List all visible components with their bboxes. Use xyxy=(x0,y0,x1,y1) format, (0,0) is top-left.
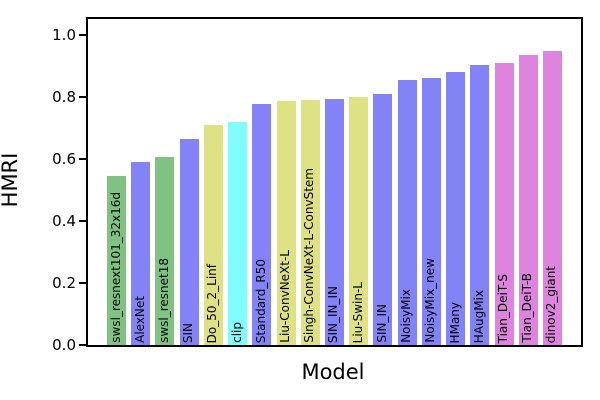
bar xyxy=(252,104,272,345)
bar-label: Liu-Swin-L xyxy=(350,281,365,343)
bar-slot: dinov2_giant xyxy=(542,19,562,345)
bar-slot: Tian_DeiT-S xyxy=(494,19,514,345)
bar-label: HMany xyxy=(447,301,462,343)
y-tick-mark xyxy=(79,219,86,222)
bar-label: dinov2_giant xyxy=(544,265,559,343)
bar xyxy=(542,50,562,345)
bar-slot: swsl_resnext101_32x16d xyxy=(107,19,126,345)
bar-label: SIN_IN_IN xyxy=(326,285,341,343)
bar xyxy=(324,99,344,345)
y-tick-label: 0.2 xyxy=(52,273,76,292)
bar-slot: Liu-ConvNeXt-L xyxy=(276,19,296,345)
bar-slot: Singh-ConvNeXt-L-ConvStem xyxy=(300,19,320,345)
bar xyxy=(131,161,151,345)
y-tick-label: 0.0 xyxy=(52,336,76,354)
bar xyxy=(397,80,417,345)
bar xyxy=(155,157,175,345)
bar-label: HAugMix xyxy=(471,289,486,343)
bar-label: Liu-ConvNeXt-L xyxy=(278,250,293,343)
bar-label: swsl_resnext101_32x16d xyxy=(108,192,123,343)
y-tick-mark xyxy=(79,157,86,160)
y-tick-mark xyxy=(79,344,86,346)
bar xyxy=(494,63,514,345)
y-tick-mark xyxy=(79,281,86,284)
bar-slot: Liu-Swin-L xyxy=(349,19,369,345)
bar-slot: swsl_resnet18 xyxy=(155,19,175,345)
bar-label: swsl_resnet18 xyxy=(157,258,172,343)
bar xyxy=(421,78,441,345)
bar xyxy=(107,175,126,345)
bar-slot: AlexNet xyxy=(131,19,151,345)
y-tick-label: 0.6 xyxy=(52,149,76,168)
bar xyxy=(179,138,199,345)
bar-label: AlexNet xyxy=(132,296,147,343)
bar-label: NoisyMix_new xyxy=(423,258,438,343)
bar-slot: Do_50_2_Linf xyxy=(203,19,223,345)
bar-label: SIN_IN xyxy=(375,304,390,343)
bar-slot: SIN_IN_IN xyxy=(324,19,344,345)
y-tick-label: 0.4 xyxy=(52,211,76,230)
y-tick-mark xyxy=(79,33,86,36)
bar-slot: NoisyMix_new xyxy=(421,19,441,345)
bar-slot: NoisyMix xyxy=(397,19,417,345)
bar-slot: Standard_R50 xyxy=(252,19,272,345)
bar xyxy=(373,94,393,345)
bar xyxy=(446,72,466,345)
bar-label: Standard_R50 xyxy=(253,258,268,343)
bars-container: swsl_resnext101_32x16d AlexNet swsl_resnet… xyxy=(88,19,581,345)
bar-slot: clip xyxy=(228,19,248,345)
bar-label: Tian_DeiT-B xyxy=(520,273,535,343)
bar-slot: HMany xyxy=(446,19,466,345)
bar-label: Tian_DeiT-S xyxy=(496,273,511,343)
bar-label: clip xyxy=(229,322,244,343)
plot-area: 0.0 0.2 0.4 0.6 0.8 1.0 swsl_resnext101_32x16… xyxy=(52,17,583,354)
bar xyxy=(349,97,369,345)
y-tick-mark xyxy=(79,95,86,98)
y-tick-label: 1.0 xyxy=(52,25,76,44)
bar xyxy=(470,65,490,345)
x-axis-label: Model xyxy=(301,360,365,384)
bar-slot: SIN xyxy=(179,19,199,345)
bar-label: Do_50_2_Linf xyxy=(205,263,220,343)
bar xyxy=(300,99,320,345)
bar-slot: Tian_DeiT-B xyxy=(518,19,538,345)
bar xyxy=(518,54,538,345)
bar-label: NoisyMix xyxy=(399,289,414,343)
bar xyxy=(276,101,296,345)
bar-slot: HAugMix xyxy=(470,19,490,345)
y-tick-label: 0.8 xyxy=(52,87,76,106)
bar-label: Singh-ConvNeXt-L-ConvStem xyxy=(302,168,317,343)
bar-slot: SIN_IN xyxy=(373,19,393,345)
bar xyxy=(203,124,223,345)
y-axis-label: HMRI xyxy=(0,152,22,208)
bar xyxy=(228,121,248,345)
bar-label: SIN xyxy=(181,322,196,343)
